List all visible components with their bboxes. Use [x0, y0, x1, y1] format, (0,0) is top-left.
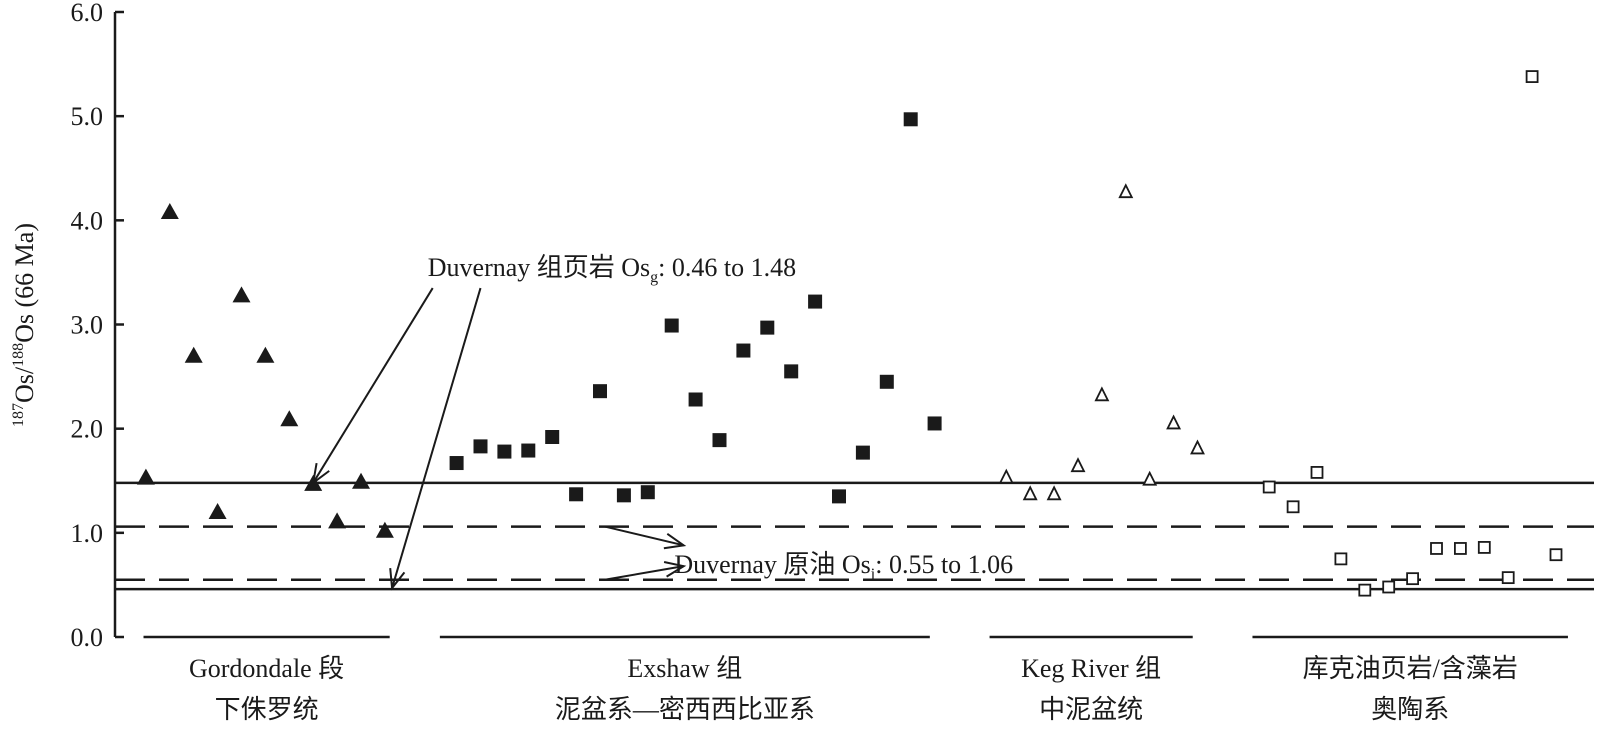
open-triangle-point	[1046, 485, 1062, 501]
annotation-oil: Duvernay 原油 Osi: 0.55 to 1.06	[674, 550, 1013, 583]
filled-square-point	[449, 456, 464, 471]
annotation-oil-arrow-0-shaft	[604, 525, 684, 547]
group-name-3: 库克油页岩/含藻岩	[1303, 654, 1518, 683]
filled-square-point	[760, 320, 775, 335]
open-triangle-point	[1094, 386, 1110, 402]
filled-triangle-point	[280, 410, 299, 427]
open-triangle-point	[1190, 439, 1205, 455]
annotation-oil-main: Duvernay 原油 Os	[674, 550, 870, 579]
filled-triangle-point	[375, 521, 394, 538]
filled-square-point	[664, 318, 679, 333]
open-square-point	[1310, 466, 1324, 479]
annotation-oil-arrow-1-head	[663, 561, 687, 578]
filled-square-point	[521, 443, 536, 458]
filled-triangle-point	[256, 346, 275, 363]
open-triangle-point	[1166, 414, 1182, 430]
annotation-oil-subscript: i	[871, 566, 876, 583]
annotation-shale-arrow-1-head	[389, 568, 406, 591]
annotation-shale-main: Duvernay 组页岩 Os	[428, 253, 650, 282]
filled-triangle-point	[208, 503, 227, 519]
group-name-0: Gordondale 段	[189, 654, 344, 683]
group-name-1: Exshaw 组	[627, 654, 742, 683]
y-tick-label: 6.0	[71, 0, 104, 27]
group-period-1: 泥盆系—密西西比亚系	[555, 695, 815, 724]
data-points	[136, 70, 1563, 597]
y-axis-title-end: Os (66 Ma)	[10, 223, 39, 343]
open-triangle-point	[1142, 470, 1158, 486]
y-axis-title-sup2: 188	[10, 343, 27, 367]
annotation-oil-arrow-1-shaft	[604, 565, 684, 581]
open-square-point	[1477, 541, 1491, 554]
filled-square-point	[569, 487, 584, 502]
filled-triangle-point	[304, 474, 323, 491]
filled-square-point	[927, 416, 942, 431]
annotation-shale: Duvernay 组页岩 Osg: 0.46 to 1.48	[428, 253, 796, 286]
y-tick-label: 0.0	[71, 623, 104, 652]
filled-square-point	[855, 445, 870, 460]
open-triangle-point	[998, 468, 1014, 484]
annotations: Duvernay 组页岩 Osg: 0.46 to 1.48 Duvernay 原…	[311, 253, 1013, 591]
filled-square-point	[832, 489, 846, 504]
filled-square-point	[473, 439, 488, 454]
y-axis-title-sup1: 187	[10, 403, 27, 427]
filled-square-point	[688, 392, 703, 407]
filled-square-point	[497, 444, 512, 459]
open-triangle-point	[1022, 485, 1038, 501]
annotation-oil-tail: : 0.55 to 1.06	[875, 550, 1013, 579]
open-triangle-point	[1070, 457, 1086, 473]
y-tick-label: 2.0	[71, 415, 104, 444]
open-square-point	[1334, 552, 1348, 566]
annotation-shale-tail: : 0.46 to 1.48	[658, 253, 796, 282]
y-tick-label: 1.0	[71, 519, 104, 548]
open-square-point	[1286, 500, 1300, 514]
y-tick-label: 4.0	[71, 206, 104, 235]
open-square-point	[1525, 70, 1539, 83]
annotation-shale-subscript: g	[650, 269, 658, 286]
y-axis-title-mid: Os/	[10, 366, 39, 403]
open-square-point	[1262, 480, 1276, 494]
group-period-2: 中泥盆统	[1039, 695, 1143, 724]
group-name-2: Keg River 组	[1021, 654, 1161, 683]
filled-square-point	[903, 112, 918, 127]
filled-triangle-point	[160, 203, 179, 219]
y-tick-label: 3.0	[71, 311, 104, 340]
open-square-point	[1382, 580, 1396, 594]
annotation-shale-arrow-1-shaft	[391, 287, 482, 589]
open-square-point	[1358, 583, 1372, 597]
open-square-point	[1406, 572, 1419, 586]
filled-square-point	[736, 343, 751, 358]
filled-triangle-point	[184, 346, 203, 363]
filled-square-point	[616, 488, 631, 503]
filled-triangle-point	[352, 472, 370, 489]
annotation-shale-arrow-0-shaft	[312, 287, 434, 484]
group-period-3: 奥陶系	[1371, 695, 1449, 724]
filled-square-point	[640, 485, 655, 500]
filled-square-point	[545, 430, 560, 444]
filled-square-point	[879, 374, 894, 389]
open-square-point	[1501, 571, 1515, 585]
filled-square-point	[593, 384, 607, 399]
y-tick-label: 5.0	[71, 102, 104, 131]
y-axis: 0.0 1.0 2.0 3.0 4.0 5.0 6.0 187Os/188Os (66 Ma)	[10, 0, 124, 652]
open-square-point	[1430, 542, 1443, 555]
annotation-oil-arrow-0-head	[663, 533, 687, 550]
open-triangle-point	[1118, 183, 1134, 199]
y-axis-title: 187Os/188Os (66 Ma)	[10, 223, 39, 427]
filled-triangle-point	[328, 512, 347, 529]
open-square-point	[1454, 542, 1467, 555]
group-period-0: 下侏罗统	[215, 695, 319, 724]
filled-square-point	[784, 364, 799, 379]
filled-triangle-point	[136, 468, 155, 485]
filled-square-point	[712, 433, 727, 448]
filled-triangle-point	[232, 286, 251, 303]
open-square-point	[1549, 548, 1563, 562]
filled-square-point	[808, 294, 823, 309]
